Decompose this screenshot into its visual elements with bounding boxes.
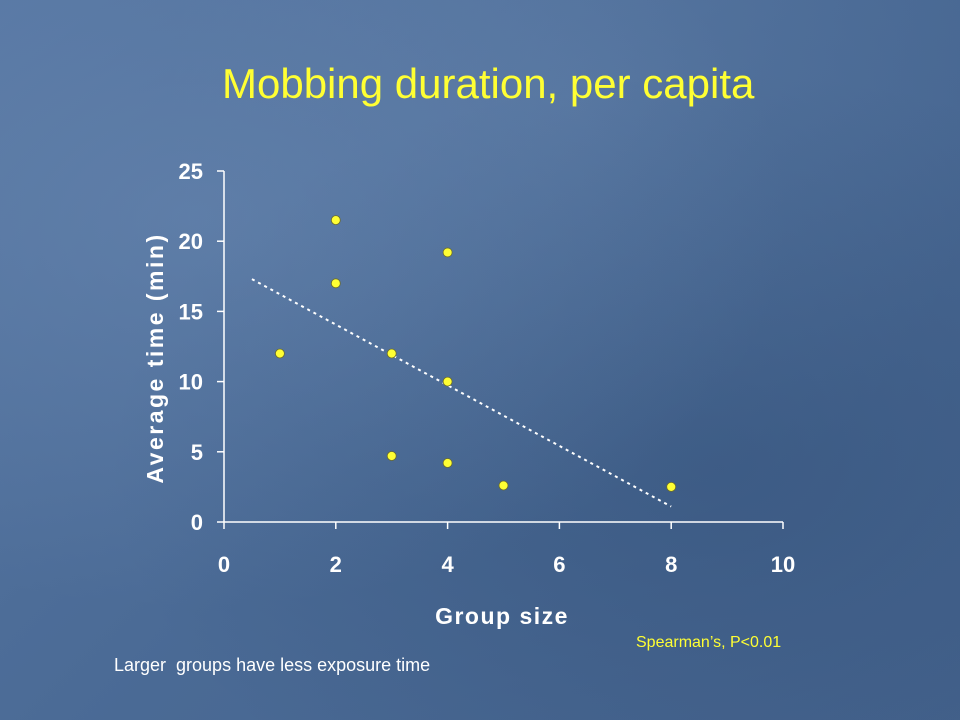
slide-caption: Larger groups have less exposure time xyxy=(114,655,431,675)
data-points xyxy=(274,215,677,492)
x-tick-label: 2 xyxy=(330,552,342,577)
y-tick-label: 25 xyxy=(179,159,203,184)
data-point xyxy=(442,458,453,468)
x-tick-label: 0 xyxy=(218,552,230,577)
statistics-note: Spearman’s, P<0.01 xyxy=(636,634,782,651)
x-ticks: 0 2 4 6 8 10 xyxy=(218,522,795,577)
slide-title: Mobbing duration, per capita xyxy=(222,60,755,107)
data-point xyxy=(330,215,341,226)
y-tick-label: 5 xyxy=(191,440,203,465)
data-point xyxy=(442,247,453,258)
data-point xyxy=(666,481,677,492)
x-tick-label: 10 xyxy=(771,552,795,577)
data-point xyxy=(442,376,453,387)
data-point xyxy=(330,278,341,289)
y-tick-label: 0 xyxy=(191,510,203,535)
x-axis-label: Group size xyxy=(435,603,569,629)
y-tick-label: 15 xyxy=(179,299,203,324)
data-point xyxy=(274,348,285,359)
data-point xyxy=(386,451,397,461)
x-tick-label: 6 xyxy=(553,552,565,577)
chart-axes xyxy=(223,171,783,523)
y-axis-label: Average time (min) xyxy=(142,232,168,483)
data-point xyxy=(498,480,509,491)
y-tick-label: 10 xyxy=(179,370,203,395)
x-tick-label: 4 xyxy=(441,552,454,577)
trend-line xyxy=(251,278,672,508)
x-tick-label: 8 xyxy=(665,552,677,577)
data-point xyxy=(386,348,397,359)
y-tick-label: 20 xyxy=(179,229,203,254)
y-ticks: 0 5 10 15 20 25 xyxy=(179,159,224,535)
